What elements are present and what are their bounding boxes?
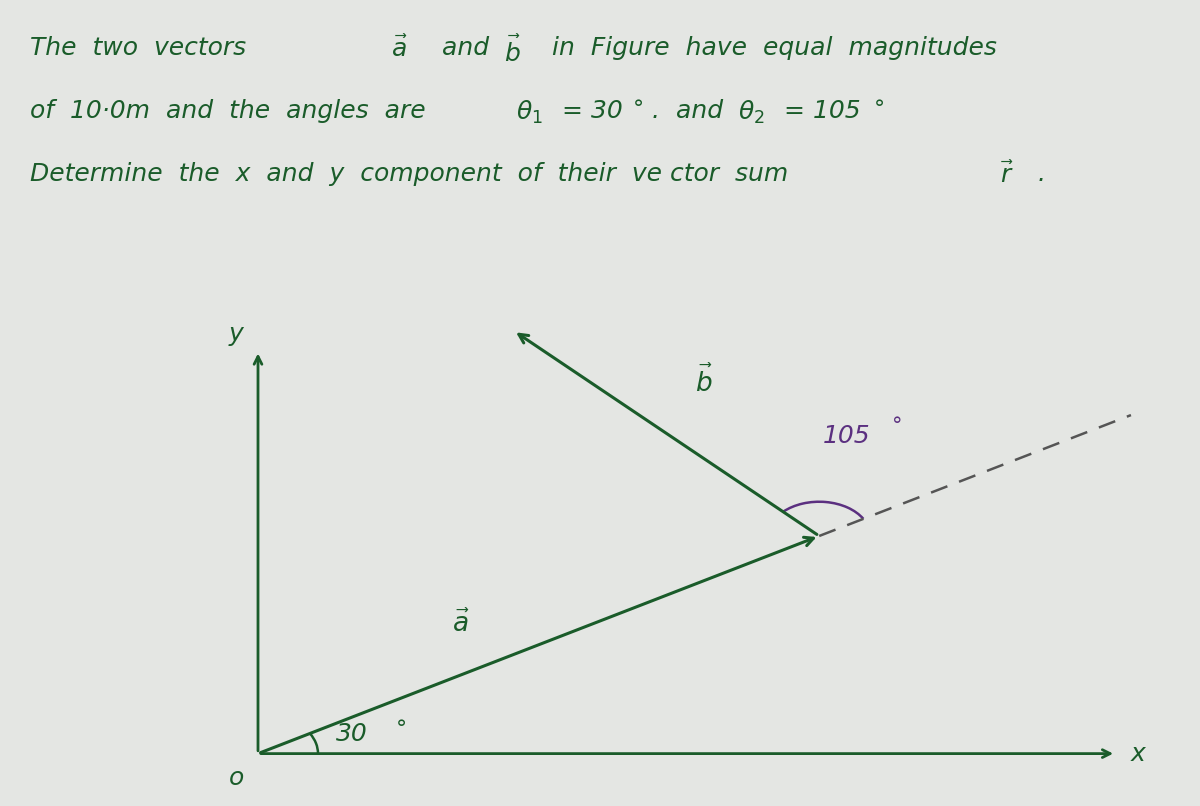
Text: $\theta_2$: $\theta_2$	[738, 99, 764, 127]
Text: $\theta_1$: $\theta_1$	[516, 99, 542, 127]
Text: .: .	[1030, 162, 1045, 186]
Text: in  Figure  have  equal  magnitudes: in Figure have equal magnitudes	[536, 36, 997, 60]
Text: $\vec{a}$: $\vec{a}$	[452, 610, 469, 638]
Text: of  10·0m  and  the  angles  are: of 10·0m and the angles are	[30, 99, 442, 123]
Text: $\vec{r}$: $\vec{r}$	[1000, 162, 1013, 188]
Text: x: x	[1130, 742, 1145, 766]
Text: = 105: = 105	[776, 99, 862, 123]
Text: 105: 105	[823, 424, 870, 448]
Text: = 30: = 30	[554, 99, 623, 123]
Text: .  and: . and	[652, 99, 739, 123]
Text: and: and	[426, 36, 505, 60]
Text: 30: 30	[336, 721, 367, 746]
Text: y: y	[229, 322, 244, 346]
Text: °: °	[396, 719, 407, 739]
Text: o: o	[229, 766, 244, 790]
Text: $\vec{b}$: $\vec{b}$	[504, 36, 521, 68]
Text: The  two  vectors: The two vectors	[30, 36, 262, 60]
Text: °: °	[893, 416, 902, 436]
Text: °: °	[874, 99, 884, 119]
Text: $\vec{b}$: $\vec{b}$	[695, 365, 713, 397]
Text: $\vec{a}$: $\vec{a}$	[391, 36, 408, 62]
Text: °: °	[632, 99, 643, 119]
Text: Determine  the  x  and  y  component  of  their  ve ctor  sum: Determine the x and y component of their…	[30, 162, 804, 186]
